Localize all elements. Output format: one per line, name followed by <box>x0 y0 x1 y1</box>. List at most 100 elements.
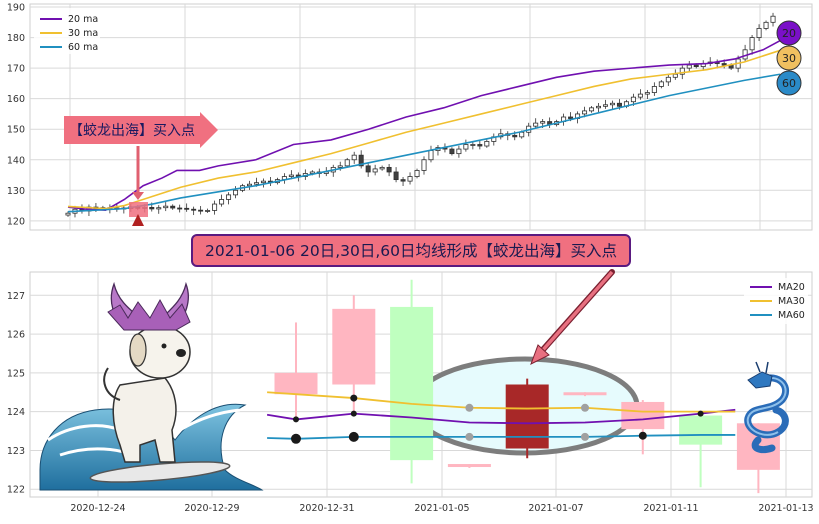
dragon-head <box>747 371 773 389</box>
bottom-candle-body <box>390 306 434 461</box>
bottom-y-tick-label: 127 <box>7 291 25 302</box>
top-candle-body <box>533 122 539 127</box>
bottom-y-tick-label: 124 <box>7 407 25 418</box>
legend-label-60ma: 60 ma <box>68 42 98 53</box>
top-candle-body <box>170 205 176 209</box>
top-series-line-30-ma <box>67 49 783 210</box>
top-candle-body <box>344 159 350 167</box>
pointer-arrow-head <box>530 344 550 366</box>
bottom-x-tick-label: 2020-12-29 <box>184 503 239 514</box>
legend-label-30ma: 30 ma <box>68 28 98 39</box>
bottom-ma-dots <box>291 394 704 444</box>
dragon-illustration <box>744 361 790 454</box>
ma60-circle-label: 60 <box>782 77 796 90</box>
bottom-x-tick-label: 2021-01-11 <box>643 503 698 514</box>
top-candle-body <box>372 168 378 173</box>
top-candle-body <box>616 102 622 107</box>
top-candle-body <box>463 144 469 150</box>
top-candle-body <box>421 159 427 171</box>
top-candle-body <box>149 206 155 210</box>
top-candle-body <box>609 102 615 106</box>
bottom-candle-body <box>274 372 318 395</box>
bottom-ma-dot <box>348 431 359 442</box>
top-candle-body <box>260 180 266 184</box>
signal-caption-box <box>191 234 631 267</box>
top-legend: 20 ma 30 ma 60 ma <box>34 8 100 54</box>
top-candle-body <box>365 165 371 173</box>
top-candle-body <box>449 148 455 155</box>
bottom-x-ticks: 2020-12-24 2020-12-29 2020-12-31 2021-01-05… <box>70 503 813 514</box>
buy-point-arrow-head <box>132 192 144 200</box>
bottom-series-lines <box>266 391 736 440</box>
top-candle-body <box>400 179 406 182</box>
signal-caption-text: 2021-01-06 20日,30日,60日均线形成【蛟龙出海】买入点 <box>205 242 617 260</box>
top-candle-body <box>226 194 232 200</box>
dog-horn-crest <box>107 298 191 331</box>
dog-eye <box>161 343 167 349</box>
top-candle-body <box>721 63 727 66</box>
bottom-ma-dot <box>350 410 357 417</box>
bottom-x-tick-label: 2020-12-24 <box>70 503 125 514</box>
ma30-circle <box>776 45 802 71</box>
bottom-y-tick-label: 122 <box>7 485 25 496</box>
ma20-circle <box>776 20 802 46</box>
top-candle-body <box>644 92 650 95</box>
top-candle-body <box>407 176 413 182</box>
top-candle-body <box>428 150 434 161</box>
bottom-x-tick-label: 2020-12-31 <box>299 503 354 514</box>
bottom-candle-body <box>447 464 491 468</box>
bottom-x-tick-label: 2021-01-05 <box>414 503 469 514</box>
signal-caption: 2021-01-06 20日,30日,60日均线形成【蛟龙出海】买入点 <box>191 234 631 267</box>
legend-label-MA30: MA30 <box>778 296 805 307</box>
top-candle-body <box>637 93 643 98</box>
top-candle-body <box>651 86 657 93</box>
top-candle-body <box>212 203 218 211</box>
top-candle-body <box>351 154 357 161</box>
top-chart: 120 130 140 150 160 170 180 190 20 ma 30 ma 60 … <box>7 3 813 231</box>
top-candle-body <box>602 104 608 107</box>
bottom-ma-dot <box>350 394 358 402</box>
bottom-y-ticks: 122 123 124 125 126 127 <box>7 291 25 496</box>
buy-point-banner <box>64 112 218 148</box>
top-candle-body <box>665 76 671 83</box>
top-candle-body <box>191 208 197 211</box>
top-candle-body <box>568 116 574 119</box>
dog-ear <box>129 333 147 367</box>
top-candle-body <box>512 134 518 138</box>
buy-point-banner-text: 【蛟龙出海】买入点 <box>69 123 195 139</box>
dragon-horns <box>755 361 769 374</box>
ma-circle-labels: 20 30 60 <box>776 20 802 96</box>
top-candle-body <box>770 15 776 23</box>
top-candle-body <box>540 121 546 124</box>
bottom-ma-dot <box>638 431 647 440</box>
bottom-ma-dot <box>581 403 589 412</box>
top-candle-body <box>484 141 490 147</box>
top-candle-body <box>198 209 204 212</box>
bottom-x-tick-label: 2021-01-07 <box>528 503 583 514</box>
top-candle-body <box>672 73 678 78</box>
top-candle-body <box>456 148 462 155</box>
pointer-arrow-shaft <box>540 270 614 353</box>
top-candle-body <box>414 170 420 177</box>
top-candle-body <box>288 174 294 177</box>
bottom-ma-dot <box>465 403 474 412</box>
legend-label-20ma: 20 ma <box>68 14 98 25</box>
buy-point-marker-box <box>129 202 148 217</box>
buy-point-up-arrow <box>132 214 144 226</box>
top-candle-body <box>596 105 602 109</box>
top-candle-body <box>477 144 483 147</box>
top-y-ticks: 120 130 140 150 160 170 180 190 <box>7 3 25 228</box>
bottom-ma-dot <box>293 416 299 423</box>
top-candle-body <box>65 212 71 216</box>
top-candle-body <box>630 96 636 103</box>
top-y-tick-label: 160 <box>7 94 25 105</box>
top-candle-body <box>163 205 169 209</box>
top-candle-body <box>246 183 252 187</box>
top-candle-body <box>219 199 225 205</box>
dog-body <box>112 377 177 463</box>
bottom-ma-dot <box>465 432 474 441</box>
top-y-tick-label: 170 <box>7 64 25 75</box>
bottom-y-tick-label: 126 <box>7 330 25 341</box>
top-y-tick-label: 180 <box>7 33 25 44</box>
bottom-ma-dot <box>697 410 704 417</box>
